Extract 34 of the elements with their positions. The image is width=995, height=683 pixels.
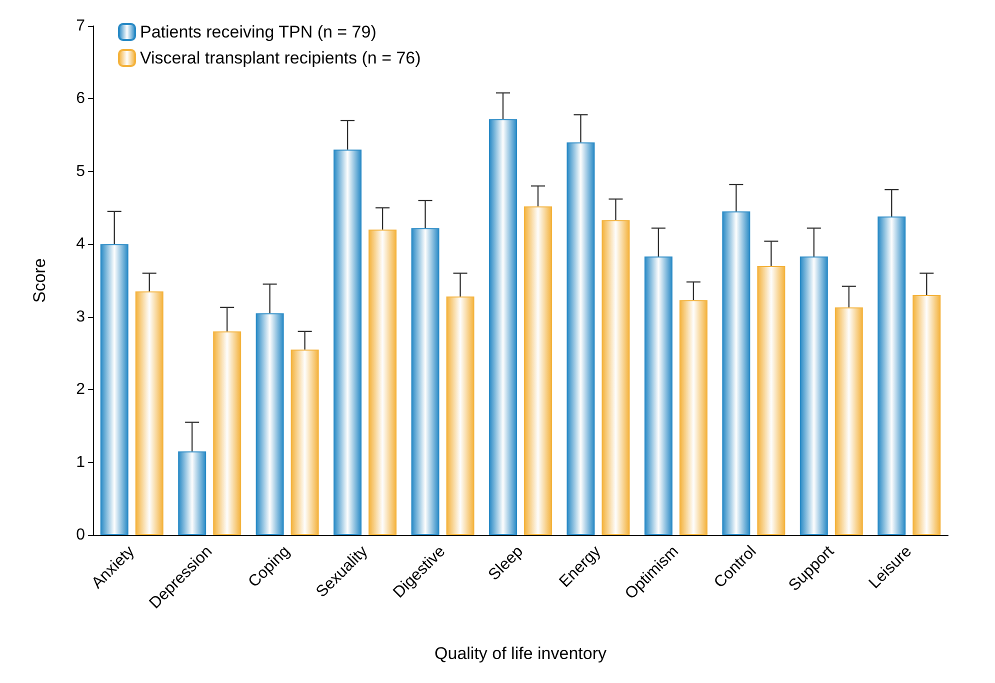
y-tick-label: 2	[76, 381, 86, 398]
y-tick-label: 7	[76, 18, 86, 34]
bar	[834, 307, 863, 535]
bar	[566, 142, 595, 535]
bar	[757, 266, 786, 535]
bar	[256, 313, 284, 535]
y-tick-label: 1	[76, 454, 86, 471]
bar	[100, 244, 128, 535]
bar	[722, 211, 750, 535]
bar	[411, 228, 440, 535]
bar	[368, 230, 397, 535]
bar	[334, 150, 362, 535]
bar	[878, 216, 906, 535]
y-tick-label: 6	[76, 90, 86, 108]
bar	[644, 256, 672, 535]
bar	[679, 300, 708, 535]
x-axis-title: Quality of life inventory	[434, 644, 607, 663]
y-axis-title: Score	[30, 258, 49, 303]
bar	[602, 220, 630, 535]
bar	[213, 331, 242, 535]
bar	[489, 119, 517, 535]
bar	[178, 451, 206, 535]
y-tick-label: 0	[76, 526, 86, 544]
y-tick-label: 4	[76, 236, 86, 253]
bar	[290, 350, 319, 535]
bar	[800, 256, 828, 535]
bar	[446, 296, 474, 535]
bar	[524, 206, 552, 535]
y-tick-label: 3	[76, 308, 86, 326]
legend-label: Visceral transplant recipients (n = 76)	[140, 48, 421, 68]
bar	[135, 291, 164, 535]
legend-label: Patients receiving TPN (n = 79)	[140, 22, 376, 42]
bar	[912, 295, 941, 535]
y-tick-label: 5	[76, 162, 86, 180]
